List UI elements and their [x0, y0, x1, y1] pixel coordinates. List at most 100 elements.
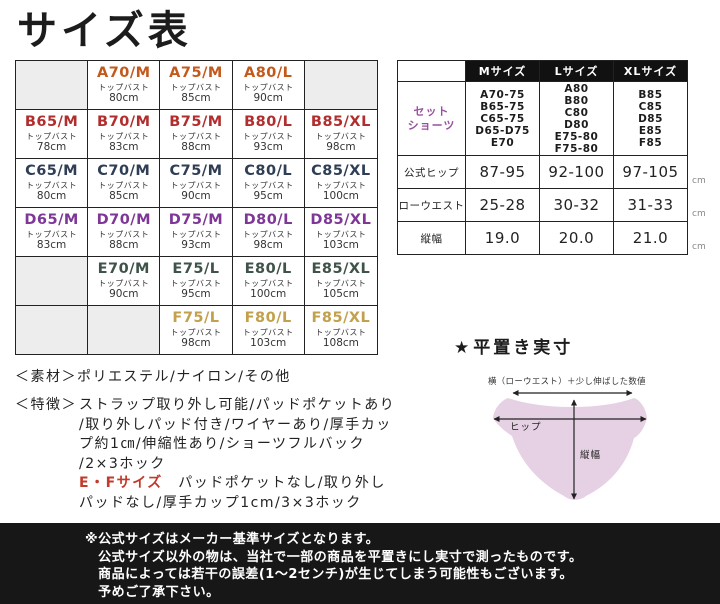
height-label: 縦幅 [580, 449, 601, 461]
bust-label: トップバスト [98, 132, 150, 141]
panty-measure-diagram: 横（ローウエスト）＋少し伸ばした数値 ヒップ 縦幅 [488, 376, 647, 500]
panty-shape [493, 398, 647, 500]
size-code: D80/L [243, 212, 293, 228]
size-code: E80/L [244, 261, 292, 277]
bust-value: 105cm [322, 288, 359, 300]
bust-value: 100cm [322, 190, 359, 202]
disclaimer-line: 公式サイズ以外の物は、当社で一部の商品を平置きにし実寸で測ったものです。 [98, 549, 583, 565]
size-cell: B65/M トップバスト 78cm [16, 110, 89, 158]
size-code: A75/M [169, 65, 223, 81]
height-row-label: 縦幅 [398, 221, 465, 254]
empty-cell [16, 61, 89, 109]
shorts-sizes-m: A70-75 B65-75 C65-75 D65-D75 E70 [465, 81, 539, 155]
flat-lay-heading-text: 平置き実寸 [473, 338, 574, 358]
size-code: F85/XL [311, 310, 371, 326]
size-cell: B70/M トップバスト 83cm [88, 110, 161, 158]
bust-label: トップバスト [242, 83, 294, 92]
features-ef-line: E・Fサイズ パッドポケットなし/取り外し [79, 474, 395, 494]
size-cell: E75/L トップバスト 95cm [160, 257, 233, 305]
size-cell: D80/L トップバスト 98cm [232, 208, 305, 256]
shorts-sizes-l: A80 B80 C80 D80 E75-80 F75-80 [539, 81, 613, 155]
bust-value: 95cm [253, 190, 283, 202]
bust-value: 98cm [326, 141, 356, 153]
bust-value: 93cm [253, 141, 283, 153]
features-line: ストラップ取り外し可能/パッドポケットあり [79, 397, 396, 413]
note-marker: ※ [85, 532, 99, 547]
bust-value: 80cm [36, 190, 67, 202]
height-value-xl: 21.0 [613, 221, 687, 254]
size-code: A70/M [96, 65, 151, 81]
bust-label: トップバスト [170, 83, 222, 92]
size-cell: F80/L トップバスト 103cm [232, 306, 305, 354]
hip-label: ヒップ [510, 422, 542, 433]
bust-label: トップバスト [242, 132, 294, 141]
column-header-l: Lサイズ [539, 61, 613, 81]
size-cell: E70/M トップバスト 90cm [88, 257, 161, 305]
waist-value-m: 25-28 [465, 188, 539, 221]
bust-label: トップバスト [98, 181, 150, 190]
size-cell: B75/M トップバスト 88cm [160, 110, 233, 158]
hip-value-l: 92-100 [539, 155, 613, 188]
grid-row-d: D65/M トップバスト 83cm D70/M トップバスト 88cm D75/… [16, 208, 377, 257]
bust-label: トップバスト [315, 279, 367, 288]
bust-value: 80cm [109, 92, 139, 104]
size-cell: A75/M トップバスト 85cm [160, 61, 233, 109]
ef-size-text: パッドポケットなし/取り外し [162, 475, 386, 491]
bust-value: 90cm [109, 288, 139, 300]
size-code: A80/L [243, 65, 293, 81]
bust-value: 93cm [181, 239, 211, 251]
hip-row-label: 公式ヒップ [398, 155, 465, 188]
size-cell: C80/L トップバスト 95cm [232, 159, 305, 207]
empty-cell [16, 257, 89, 305]
empty-cell [88, 306, 161, 354]
table-corner-cell [398, 61, 465, 81]
bust-value: 88cm [109, 239, 139, 251]
size-cell: D65/M トップバスト 83cm [16, 208, 89, 256]
size-cell: F75/L トップバスト 98cm [160, 306, 233, 354]
bust-value: 90cm [253, 92, 283, 104]
bust-value: 103cm [250, 337, 287, 349]
bust-value: 103cm [322, 239, 359, 251]
bust-label: トップバスト [98, 83, 150, 92]
height-value-m: 19.0 [465, 221, 539, 254]
features-line: /2×3ホック [79, 455, 166, 472]
waist-row-label: ローウエスト [398, 188, 465, 221]
bust-label: トップバスト [315, 132, 367, 141]
bust-label: トップバスト [98, 279, 150, 288]
bust-label: トップバスト [26, 181, 78, 190]
grid-row-f: F75/L トップバスト 98cm F80/L トップバスト 103cm F85… [16, 306, 377, 354]
shorts-row-label: セット ショーツ [398, 81, 465, 155]
size-cell: C65/M トップバスト 80cm [16, 159, 89, 207]
features-label: ＜特徴＞ [15, 397, 77, 413]
waist-value-xl: 31-33 [613, 188, 687, 221]
materials-row: ＜素材＞ ポリエステル/ナイロン/その他 [15, 366, 291, 386]
size-cell: C75/M トップバスト 90cm [160, 159, 233, 207]
column-header-xl: XLサイズ [613, 61, 687, 81]
size-code: C65/M [25, 163, 79, 179]
size-code: C75/M [169, 163, 223, 179]
size-cell: E85/XL トップバスト 105cm [304, 257, 377, 305]
bust-label: トップバスト [26, 230, 78, 239]
size-code: B70/M [97, 114, 151, 130]
disclaimer-lines: 公式サイズはメーカー基準サイズとなります。 公式サイズ以外の物は、当社で一部の商… [98, 531, 582, 604]
star-icon: ★ [454, 338, 470, 358]
size-cell: B80/L トップバスト 93cm [232, 110, 305, 158]
bust-label: トップバスト [242, 230, 294, 239]
diagram-top-label: 横（ローウエスト）＋少し伸ばした数値 [488, 376, 646, 386]
bust-value: 78cm [36, 141, 67, 153]
bust-value: 88cm [181, 141, 211, 153]
size-cell: E80/L トップバスト 100cm [232, 257, 305, 305]
size-code: B85/XL [310, 114, 371, 130]
bust-label: トップバスト [242, 328, 294, 337]
waist-value-l: 30-32 [539, 188, 613, 221]
height-value-l: 20.0 [539, 221, 613, 254]
size-code: E75/L [172, 261, 220, 277]
size-code: B75/M [169, 114, 223, 130]
size-code: D70/M [96, 212, 152, 228]
bust-value: 98cm [181, 337, 211, 349]
shorts-sizes-xl: B85 C85 D85 E85 F85 [613, 81, 687, 155]
bust-size-grid: A70/M トップバスト 80cm A75/M トップバスト 85cm A80/… [15, 60, 378, 355]
features-line: プ約1㎝/伸縮性あり/ショーツフルバック [79, 436, 366, 452]
bust-value: 90cm [181, 190, 211, 202]
grid-row-c: C65/M トップバスト 80cm C70/M トップバスト 85cm C75/… [16, 159, 377, 208]
